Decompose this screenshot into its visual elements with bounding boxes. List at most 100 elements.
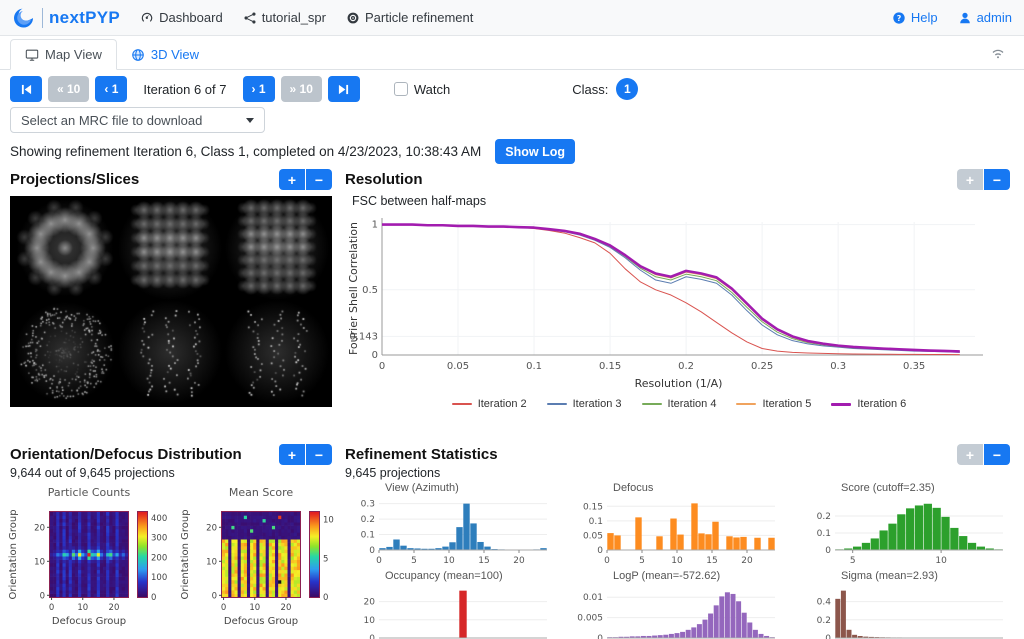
tab-3d-view[interactable]: 3D View bbox=[117, 40, 213, 69]
back-10-button[interactable]: « 10 bbox=[48, 76, 90, 102]
svg-text:20: 20 bbox=[513, 556, 525, 566]
svg-text:0: 0 bbox=[597, 546, 603, 556]
svg-text:0: 0 bbox=[212, 591, 217, 601]
projections-zoom-out-button[interactable]: − bbox=[306, 169, 332, 190]
svg-text:0.2: 0.2 bbox=[817, 512, 831, 522]
brand[interactable]: nextPYP bbox=[12, 6, 120, 30]
svg-text:?: ? bbox=[897, 13, 902, 22]
svg-text:0: 0 bbox=[151, 593, 156, 603]
svg-text:0.1: 0.1 bbox=[817, 529, 831, 539]
histogram-grid: View (Azimuth) 0 0.1 0.2 0.3 0 5 10 15 20 Defocus… bbox=[345, 482, 1021, 639]
svg-text:20: 20 bbox=[364, 598, 376, 608]
svg-text:5: 5 bbox=[850, 556, 856, 566]
help-link[interactable]: ? Help bbox=[892, 10, 938, 25]
svg-text:10: 10 bbox=[364, 616, 376, 626]
svg-text:20: 20 bbox=[206, 523, 217, 533]
histogram-title: LogP (mean=-572.62) bbox=[613, 570, 721, 582]
first-iteration-button[interactable] bbox=[10, 76, 42, 102]
svg-text:5: 5 bbox=[411, 556, 417, 566]
fsc-legend: Iteration 2 Iteration 3 Iteration 4 Iterati… bbox=[345, 398, 1013, 410]
nav-project[interactable]: tutorial_spr bbox=[243, 10, 326, 25]
legend-item: Iteration 4 bbox=[641, 398, 716, 410]
resolution-zoom-out-button[interactable]: − bbox=[984, 169, 1010, 190]
histogram-title: View (Azimuth) bbox=[385, 482, 459, 494]
svg-text:0: 0 bbox=[597, 634, 603, 639]
projections-zoom-in-button[interactable]: + bbox=[279, 169, 305, 190]
svg-text:400: 400 bbox=[151, 514, 167, 524]
svg-text:Particle Counts: Particle Counts bbox=[48, 486, 131, 499]
project-network-icon bbox=[244, 11, 256, 24]
svg-text:0: 0 bbox=[49, 603, 54, 613]
svg-text:0.3: 0.3 bbox=[361, 500, 375, 510]
svg-text:0.15: 0.15 bbox=[583, 502, 603, 512]
user-menu[interactable]: admin bbox=[958, 10, 1012, 25]
help-icon: ? bbox=[893, 11, 905, 24]
svg-text:15: 15 bbox=[706, 556, 717, 566]
svg-text:10: 10 bbox=[34, 557, 45, 567]
statistics-panel-header: Refinement Statistics + − bbox=[345, 444, 1010, 465]
stream-status[interactable] bbox=[982, 42, 1014, 69]
nav-dashboard[interactable]: Dashboard bbox=[140, 10, 223, 25]
svg-text:Defocus Group: Defocus Group bbox=[224, 616, 298, 627]
svg-text:10: 10 bbox=[323, 516, 334, 526]
svg-text:Orientation Group: Orientation Group bbox=[180, 509, 191, 599]
svg-text:0: 0 bbox=[40, 591, 45, 601]
svg-text:0: 0 bbox=[376, 556, 382, 566]
resolution-panel-header: Resolution + − bbox=[345, 169, 1010, 190]
svg-text:5: 5 bbox=[639, 556, 645, 566]
projections-panel-header: Projections/Slices + − bbox=[10, 169, 332, 190]
class-1-badge[interactable]: 1 bbox=[616, 78, 639, 100]
sigma-histogram: Sigma (mean=2.93) 0 0.2 0.4 bbox=[801, 570, 1021, 639]
svg-text:0.25: 0.25 bbox=[751, 361, 773, 372]
svg-text:0.005: 0.005 bbox=[577, 614, 603, 624]
tab-map-view[interactable]: Map View bbox=[10, 39, 117, 70]
mean-score-heatmap: Mean Score 0 10 20 0 10 20 Defocus Group Orienta… bbox=[180, 486, 342, 639]
particle-counts-heatmap: Particle Counts 0 10 20 0 10 20 Defocus Group Or… bbox=[8, 486, 170, 639]
svg-text:0.05: 0.05 bbox=[583, 531, 603, 541]
brand-name: nextPYP bbox=[49, 7, 121, 27]
svg-text:0.05: 0.05 bbox=[447, 361, 469, 372]
forward-10-button[interactable]: » 10 bbox=[280, 76, 322, 102]
legend-item: Iteration 2 bbox=[451, 398, 527, 410]
svg-text:10: 10 bbox=[443, 556, 455, 566]
user-icon bbox=[959, 12, 970, 23]
back-1-button[interactable]: ‹ 1 bbox=[95, 76, 128, 102]
class-label: Class: bbox=[572, 81, 609, 97]
nav-block-particle-refinement[interactable]: Particle refinement bbox=[346, 10, 473, 25]
statistics-zoom-in-button[interactable]: + bbox=[957, 444, 983, 465]
svg-text:0: 0 bbox=[825, 634, 831, 639]
svg-text:0: 0 bbox=[825, 546, 831, 556]
svg-text:Defocus Group: Defocus Group bbox=[52, 616, 126, 627]
svg-text:15: 15 bbox=[478, 556, 489, 566]
orientation-zoom-in-button[interactable]: + bbox=[279, 444, 305, 465]
svg-text:Mean Score: Mean Score bbox=[229, 486, 294, 499]
watch-checkbox[interactable] bbox=[393, 82, 408, 96]
statistics-zoom-out-button[interactable]: − bbox=[984, 444, 1010, 465]
show-log-button[interactable]: Show Log bbox=[495, 139, 576, 164]
resolution-zoom-in-button[interactable]: + bbox=[957, 169, 983, 190]
brand-divider bbox=[42, 7, 43, 28]
logp-histogram: LogP (mean=-572.62) 0 0.005 0.01 bbox=[573, 570, 801, 639]
svg-text:0.2: 0.2 bbox=[361, 515, 375, 525]
orientation-zoom-out-button[interactable]: − bbox=[306, 444, 332, 465]
orientation-title: Orientation/Defocus Distribution bbox=[10, 446, 242, 463]
status-row: Showing refinement Iteration 6, Class 1,… bbox=[10, 139, 576, 164]
last-iteration-button[interactable] bbox=[327, 76, 360, 102]
svg-text:0: 0 bbox=[379, 361, 385, 372]
skip-first-icon bbox=[21, 84, 31, 94]
projection-slices-image bbox=[10, 196, 332, 407]
class-control: Class: 1 bbox=[572, 78, 639, 100]
caret-down-icon bbox=[246, 117, 254, 123]
svg-text:0: 0 bbox=[369, 634, 375, 639]
forward-1-button[interactable]: › 1 bbox=[242, 76, 275, 102]
svg-text:10: 10 bbox=[935, 556, 947, 566]
svg-text:100: 100 bbox=[151, 573, 167, 583]
svg-text:0.143: 0.143 bbox=[349, 331, 378, 342]
skip-last-icon bbox=[339, 84, 349, 94]
svg-text:20: 20 bbox=[281, 603, 292, 613]
svg-text:0: 0 bbox=[221, 603, 226, 613]
mrc-file-select[interactable]: Select an MRC file to download bbox=[10, 107, 265, 133]
svg-text:0.1: 0.1 bbox=[589, 517, 603, 527]
globe-icon bbox=[132, 48, 144, 61]
defocus-histogram: Defocus 0 0.05 0.1 0.15 0 5 10 15 20 bbox=[573, 482, 801, 570]
